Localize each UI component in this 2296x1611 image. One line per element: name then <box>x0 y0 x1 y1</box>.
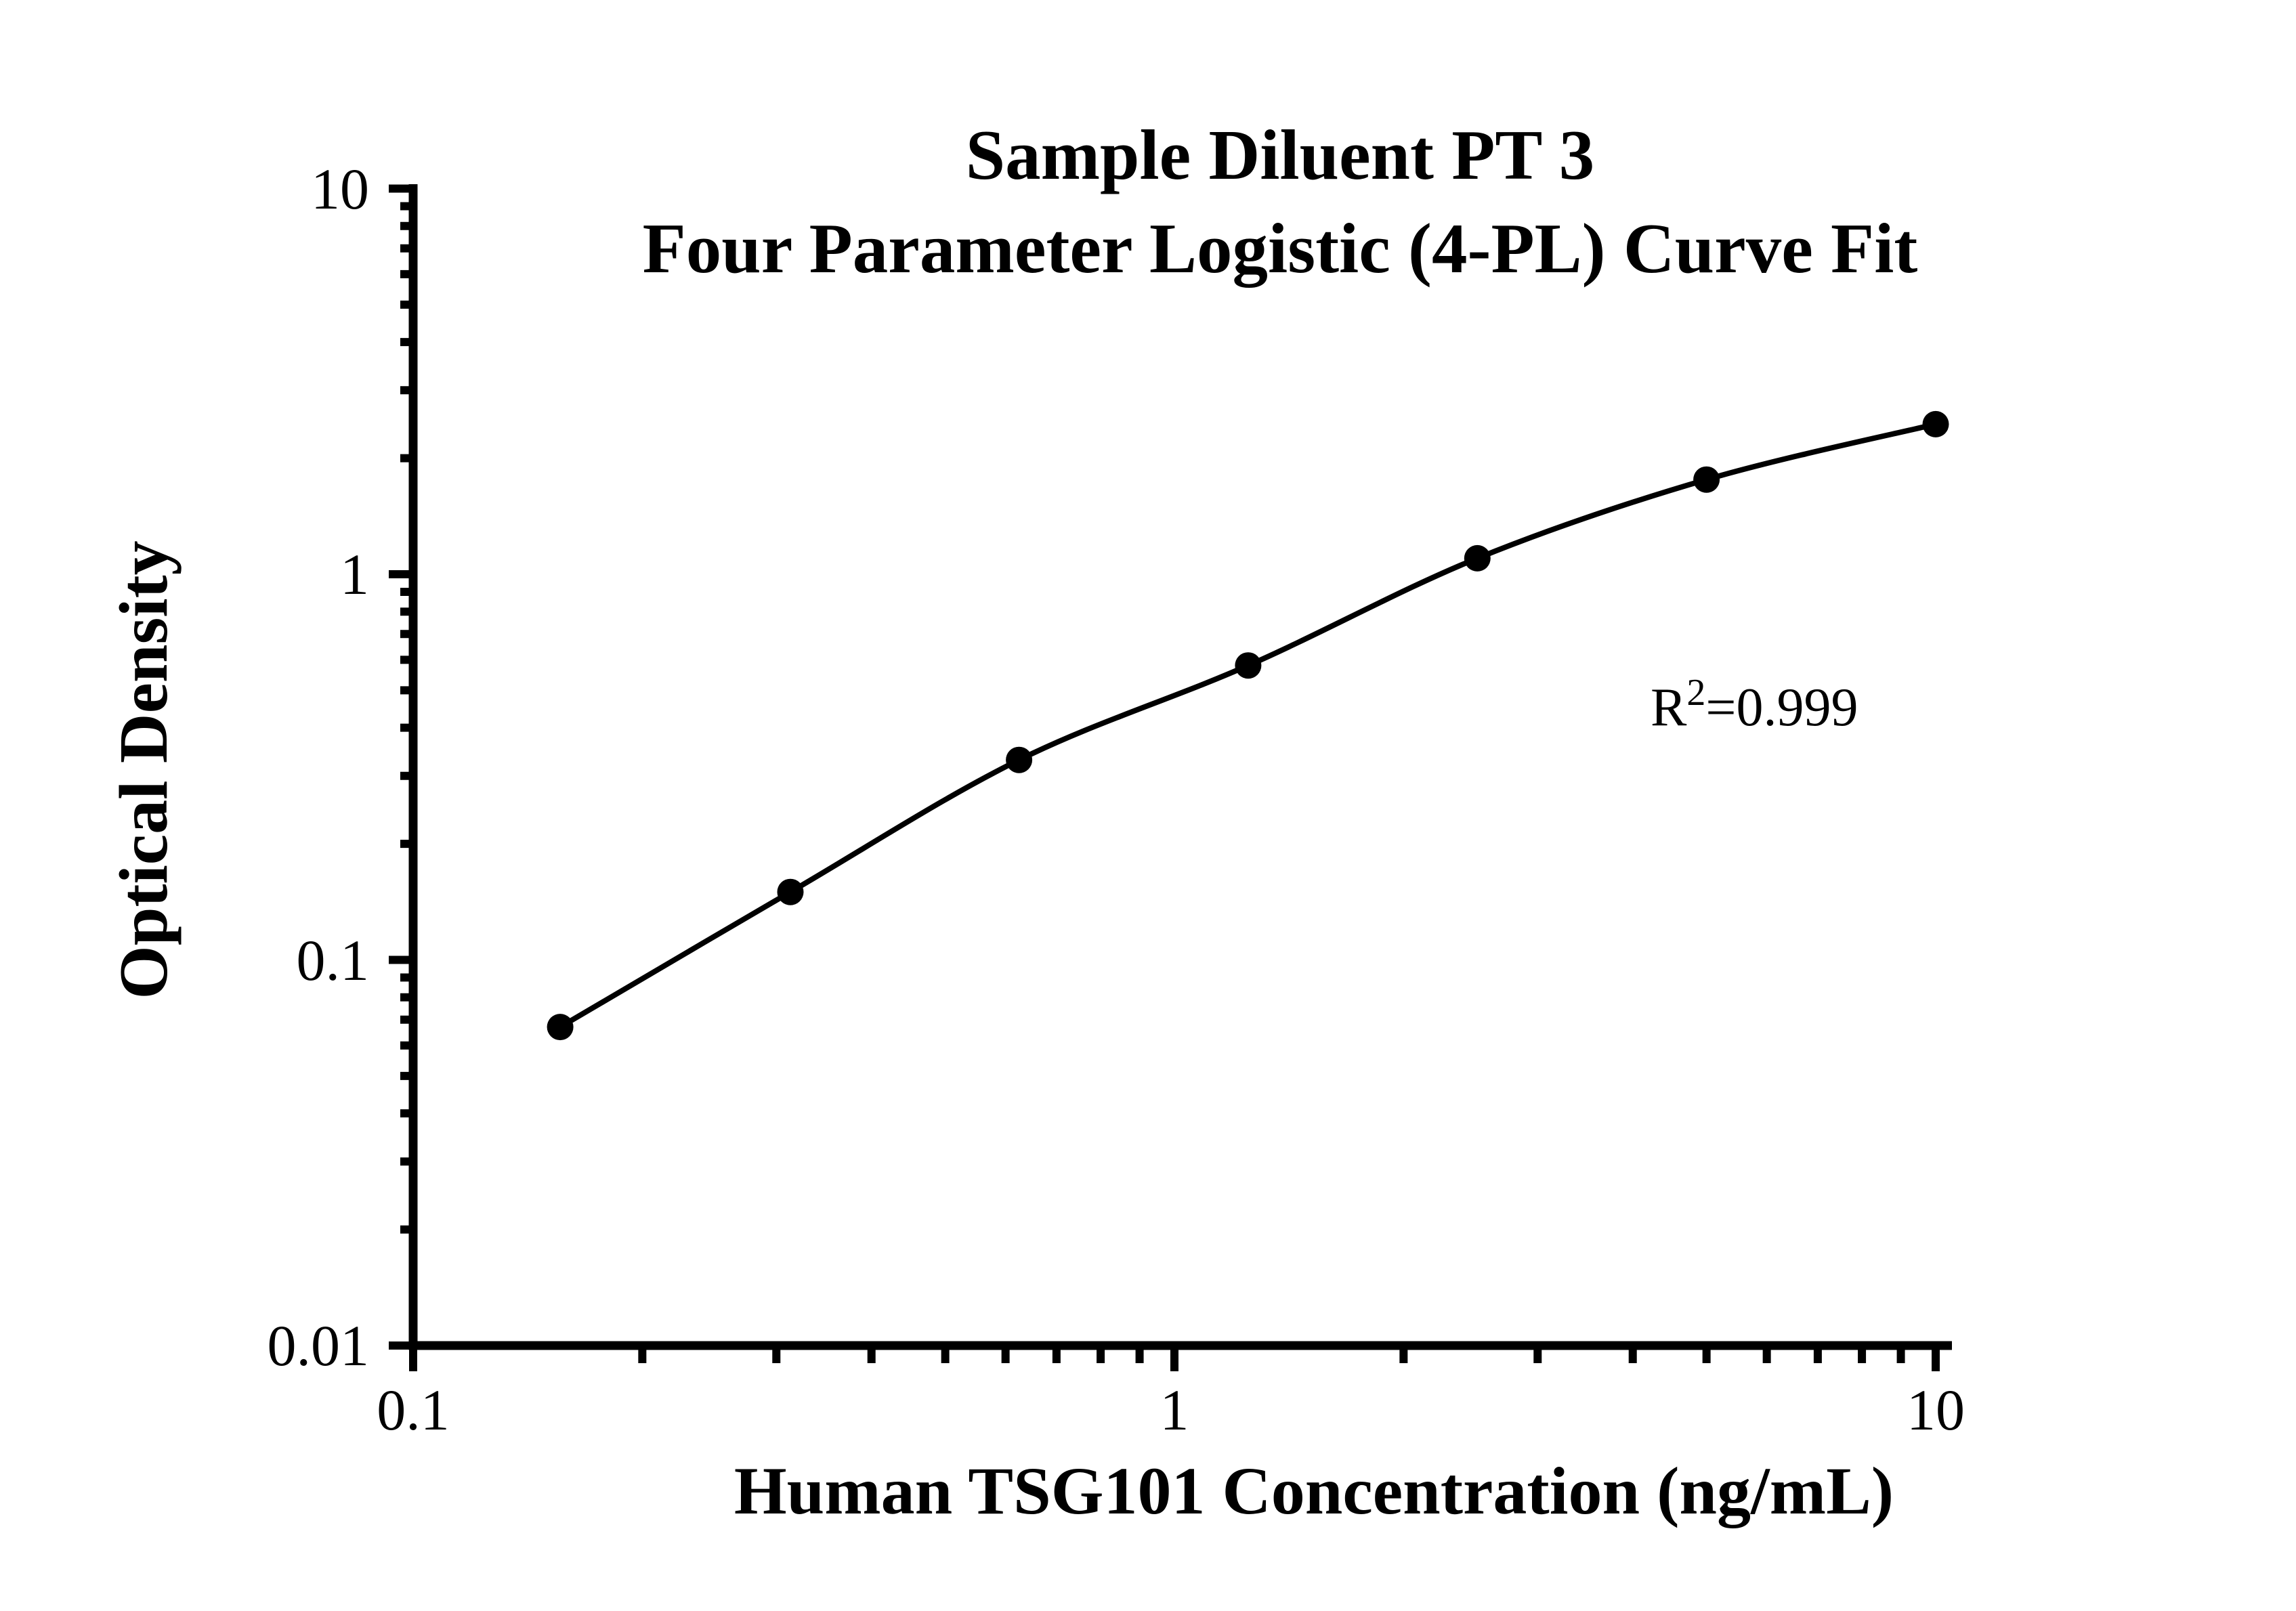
y-tick-label: 10 <box>311 156 369 221</box>
r-squared-base: R <box>1651 678 1687 737</box>
data-point-marker <box>547 1014 574 1041</box>
r-squared-superscript: 2 <box>1686 672 1706 714</box>
y-tick-label: 0.1 <box>296 928 370 993</box>
data-point-marker <box>1006 746 1033 773</box>
y-tick-label: 0.01 <box>267 1313 370 1378</box>
y-tick-label: 1 <box>340 542 369 607</box>
y-axis-title: Optical Density <box>106 540 182 1000</box>
r-squared-value: =0.999 <box>1705 678 1858 737</box>
data-point-marker <box>1235 652 1262 679</box>
x-tick-label: 10 <box>1907 1377 1965 1442</box>
chart-title-line-2: Four Parameter Logistic (4-PL) Curve Fit <box>642 209 1918 288</box>
data-point-marker <box>1464 544 1491 572</box>
data-point-marker <box>1693 466 1720 493</box>
data-point-marker <box>1922 410 1949 437</box>
r-squared-annotation: R2=0.999 <box>1651 672 1858 740</box>
x-axis-title: Human TSG101 Concentration (ng/mL) <box>734 1453 1894 1528</box>
chart-title: Sample Diluent PT 3 Four Parameter Logis… <box>643 108 1918 295</box>
x-tick-label: 1 <box>1160 1377 1189 1442</box>
x-tick-label: 0.1 <box>377 1377 450 1442</box>
data-point-marker <box>777 878 804 905</box>
chart-title-line-1: Sample Diluent PT 3 <box>965 115 1595 194</box>
